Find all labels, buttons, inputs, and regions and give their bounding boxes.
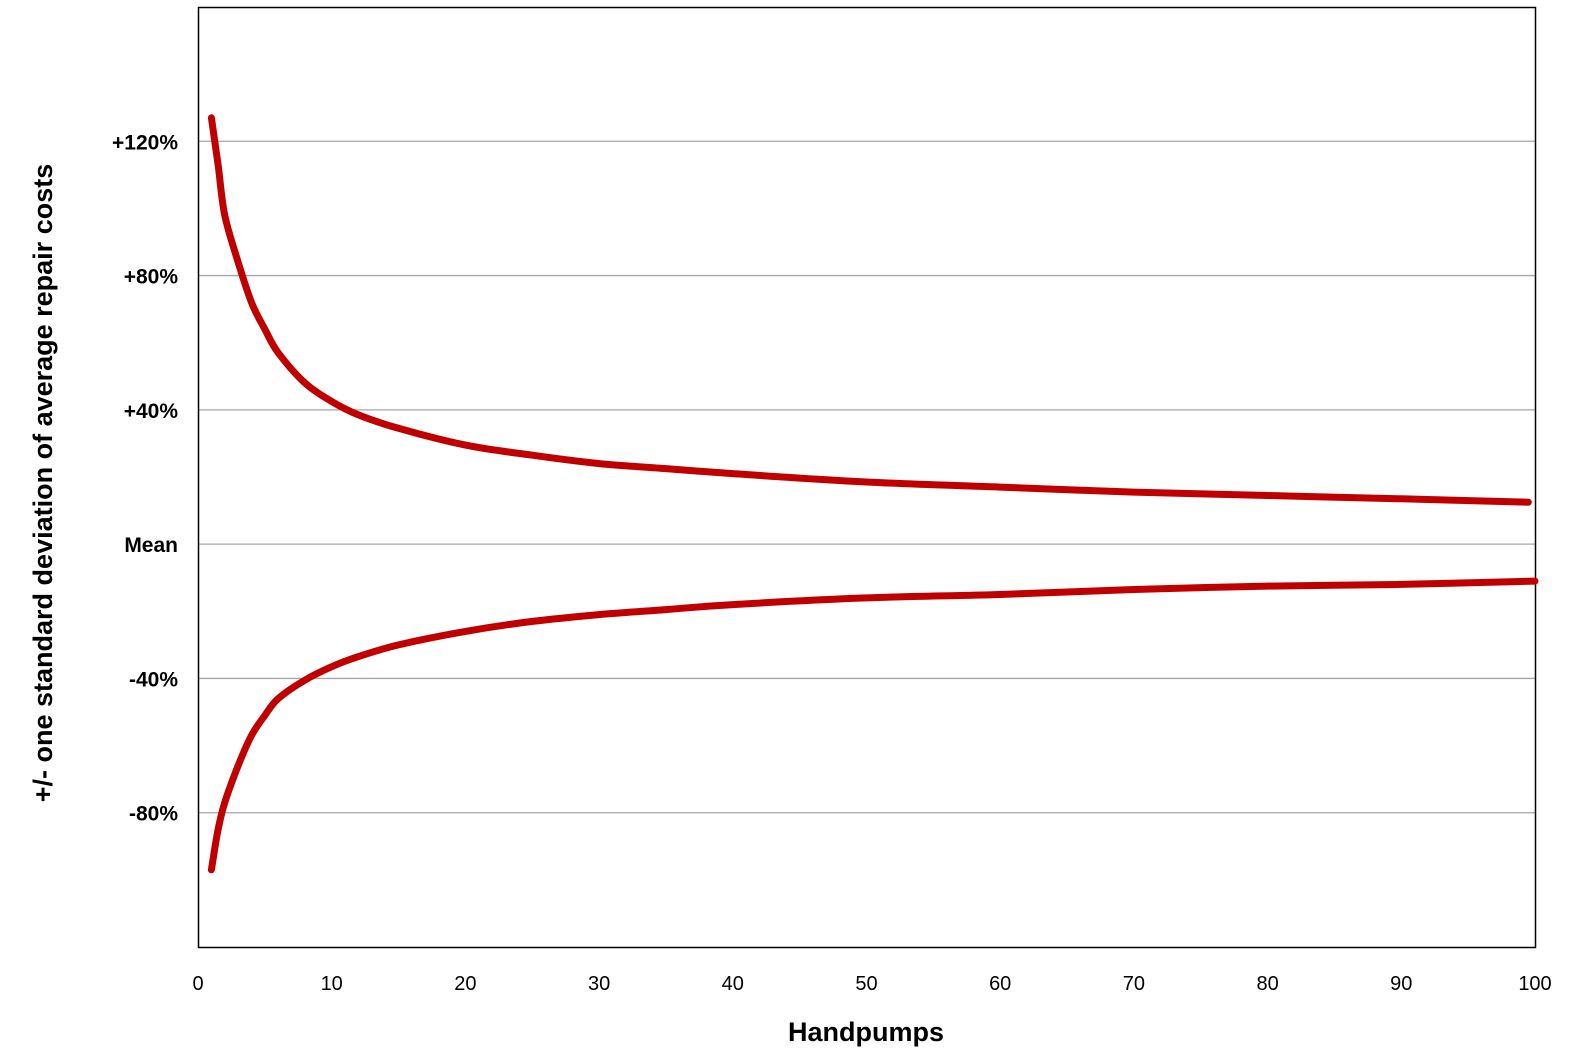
x-tick-label: 30 <box>588 973 610 995</box>
series-lines <box>207 114 1539 874</box>
plot-area-frame <box>197 6 1537 949</box>
x-tick-label: 40 <box>722 973 744 995</box>
x-tick-label: 10 <box>321 973 343 995</box>
x-tick-label: 70 <box>1123 973 1145 995</box>
x-tick-label: 100 <box>1518 973 1551 995</box>
x-tick-label: 20 <box>454 973 476 995</box>
y-axis-title: +/- one standard deviation of average re… <box>28 164 58 802</box>
gridlines <box>198 140 1535 814</box>
x-tick-label: 80 <box>1256 973 1278 995</box>
y-tick-label: +120% <box>112 131 178 154</box>
y-tick-label: -40% <box>129 668 178 691</box>
x-tick-label: 50 <box>855 973 877 995</box>
x-tick-label: 0 <box>192 973 203 995</box>
y-tick-label: +80% <box>124 266 179 289</box>
x-tick-label: 60 <box>989 973 1011 995</box>
y-tick-label: -80% <box>129 803 178 826</box>
x-axis-title: Handpumps <box>788 1017 944 1047</box>
y-tick-label: +40% <box>124 400 179 423</box>
y-tick-label: Mean <box>124 534 178 557</box>
y-axis-ticks: +120% +80% +40% Mean -40% -80% <box>112 131 178 825</box>
upper-std-dev-line <box>207 114 1532 506</box>
x-tick-label: 90 <box>1390 973 1412 995</box>
lower-std-dev-line <box>207 577 1539 874</box>
x-axis-ticks: 0 10 20 30 40 50 60 70 80 90 100 <box>192 973 1551 995</box>
